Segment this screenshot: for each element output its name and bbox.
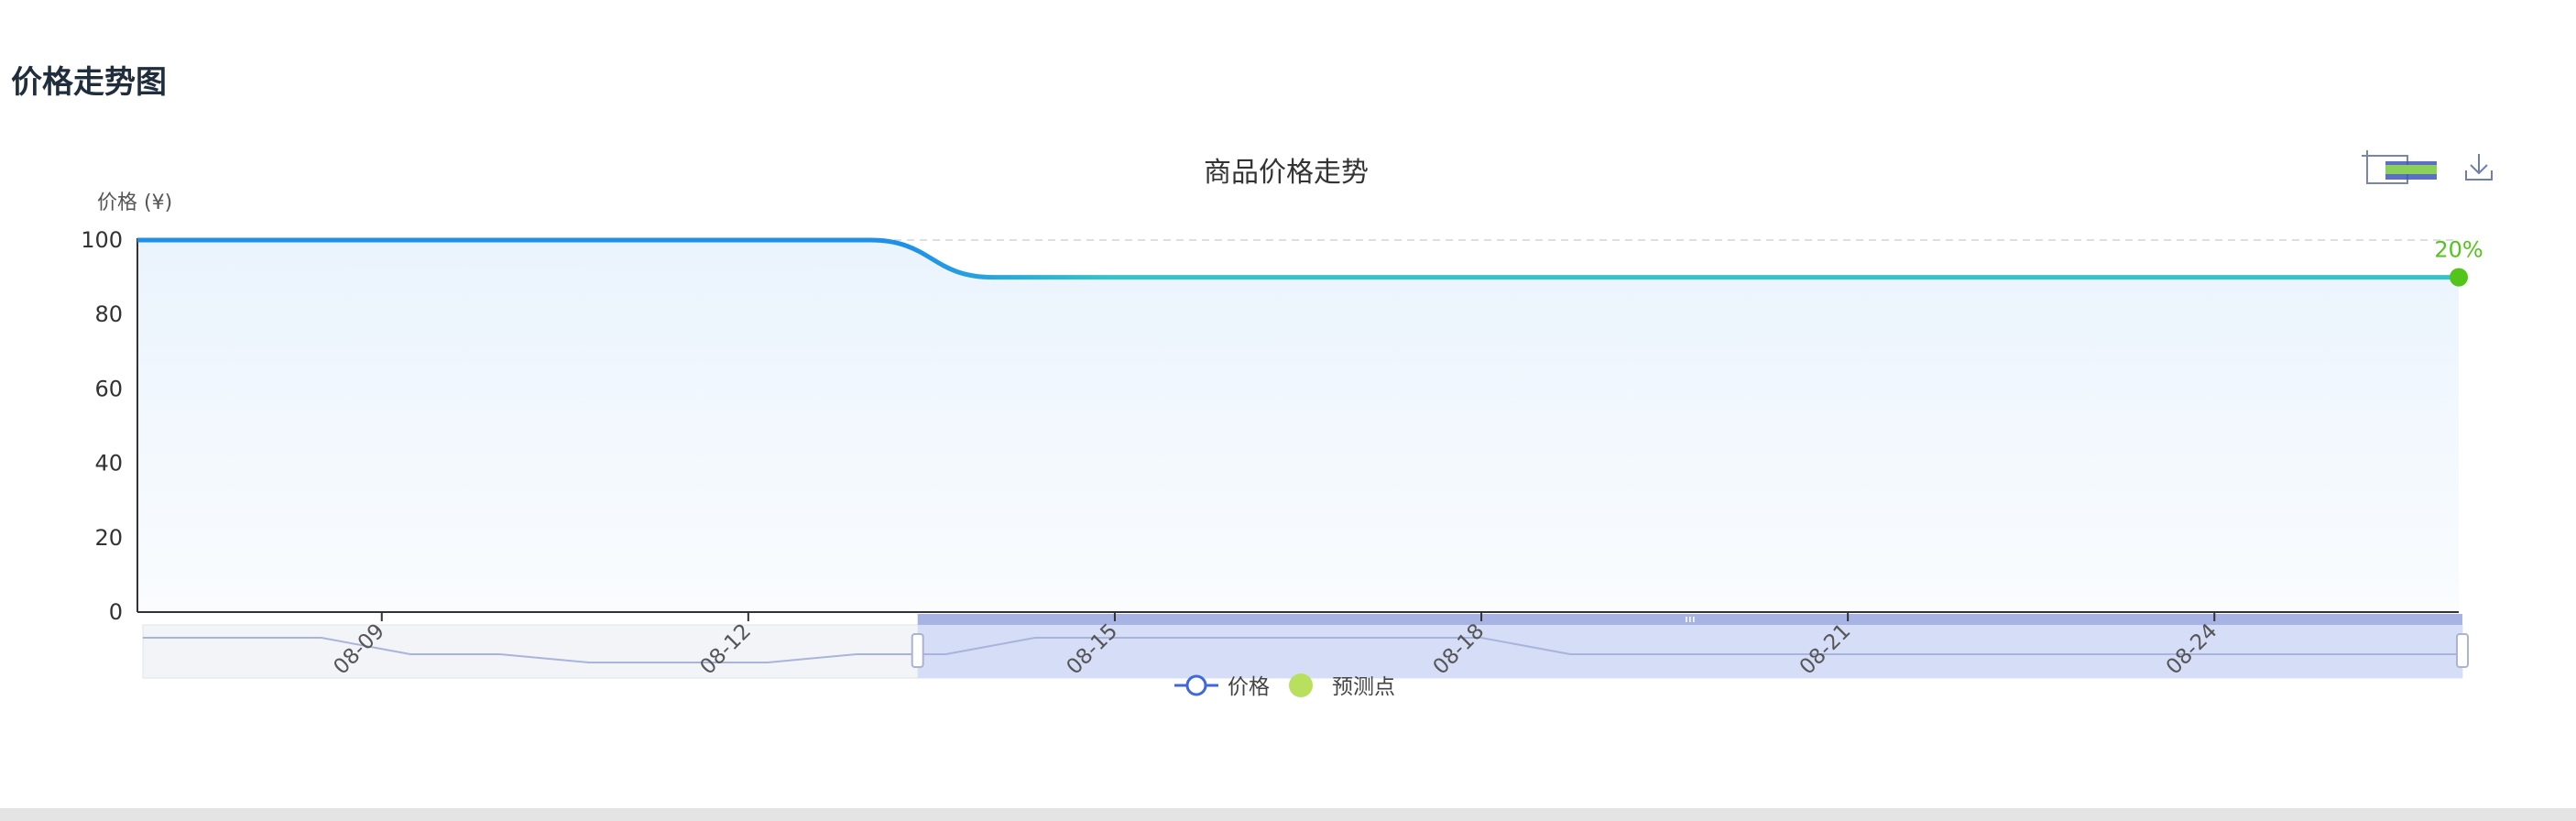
- bottom-scrollbar: [0, 808, 2576, 821]
- y-tick-label: 80: [94, 301, 123, 327]
- overview-line: [143, 637, 2462, 663]
- price-line: [137, 237, 2459, 280]
- zoom-slider-selection[interactable]: [917, 625, 2462, 678]
- forecast-point[interactable]: [2450, 268, 2468, 287]
- page-title: 价格走势图: [11, 64, 167, 101]
- y-tick-label: 20: [94, 525, 123, 551]
- zoom-icon[interactable]: [2362, 150, 2437, 184]
- legend-item-price[interactable]: 价格: [1174, 674, 1270, 699]
- y-tick-label: 40: [94, 451, 123, 476]
- zoom-handle-right[interactable]: [2456, 633, 2469, 668]
- legend-label-price: 价格: [1228, 675, 1270, 699]
- price-area: [137, 240, 2459, 612]
- legend-label-forecast: 预测点: [1332, 675, 1395, 699]
- chart-title: 商品价格走势: [1204, 157, 1369, 189]
- forecast-point-label: 20%: [2434, 237, 2483, 263]
- y-tick-label: 0: [109, 599, 123, 625]
- y-tick-label: 100: [81, 227, 123, 253]
- y-axis-label: 价格 (¥): [97, 192, 172, 214]
- legend-item-forecast[interactable]: 预测点: [1289, 673, 1395, 699]
- legend: 价格 预测点: [1174, 673, 1395, 699]
- zoom-handle-left[interactable]: [911, 633, 924, 668]
- y-tick-label: 60: [94, 376, 123, 401]
- download-icon[interactable]: [2465, 154, 2493, 181]
